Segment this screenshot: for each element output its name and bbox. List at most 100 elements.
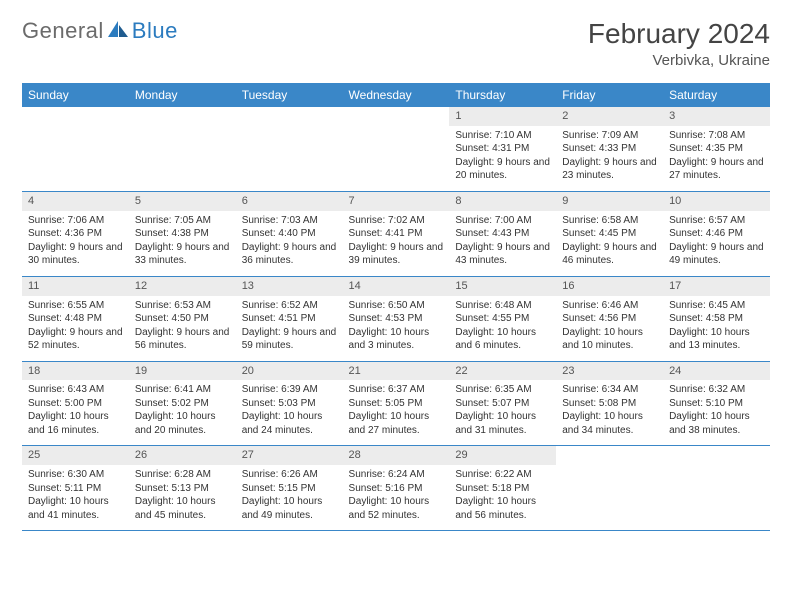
calendar-day-cell: 6Sunrise: 7:03 AMSunset: 4:40 PMDaylight…	[236, 191, 343, 276]
daylight-line: Daylight: 9 hours and 36 minutes.	[242, 241, 337, 268]
day-details: Sunrise: 6:37 AMSunset: 5:05 PMDaylight:…	[343, 380, 450, 445]
day-details: Sunrise: 6:35 AMSunset: 5:07 PMDaylight:…	[449, 380, 556, 445]
calendar-day-cell: 25Sunrise: 6:30 AMSunset: 5:11 PMDayligh…	[22, 446, 129, 531]
calendar-day-cell: 17Sunrise: 6:45 AMSunset: 4:58 PMDayligh…	[663, 276, 770, 361]
calendar-day-cell: 2Sunrise: 7:09 AMSunset: 4:33 PMDaylight…	[556, 107, 663, 191]
sunset-line: Sunset: 4:45 PM	[562, 227, 657, 241]
sunrise-line: Sunrise: 6:24 AM	[349, 468, 444, 482]
calendar-empty-cell	[663, 446, 770, 531]
sunset-line: Sunset: 5:15 PM	[242, 482, 337, 496]
sunrise-line: Sunrise: 6:22 AM	[455, 468, 550, 482]
calendar-day-cell: 14Sunrise: 6:50 AMSunset: 4:53 PMDayligh…	[343, 276, 450, 361]
calendar-empty-cell	[236, 107, 343, 191]
sunset-line: Sunset: 5:07 PM	[455, 397, 550, 411]
sunset-line: Sunset: 4:46 PM	[669, 227, 764, 241]
daylight-line: Daylight: 9 hours and 23 minutes.	[562, 156, 657, 183]
daylight-line: Daylight: 9 hours and 56 minutes.	[135, 326, 230, 353]
sunset-line: Sunset: 4:58 PM	[669, 312, 764, 326]
sunset-line: Sunset: 5:05 PM	[349, 397, 444, 411]
sunset-line: Sunset: 4:56 PM	[562, 312, 657, 326]
daylight-line: Daylight: 9 hours and 27 minutes.	[669, 156, 764, 183]
daylight-line: Daylight: 10 hours and 10 minutes.	[562, 326, 657, 353]
sunset-line: Sunset: 4:40 PM	[242, 227, 337, 241]
sunset-line: Sunset: 4:41 PM	[349, 227, 444, 241]
day-details: Sunrise: 6:30 AMSunset: 5:11 PMDaylight:…	[22, 465, 129, 530]
daylight-line: Daylight: 9 hours and 52 minutes.	[28, 326, 123, 353]
sunrise-line: Sunrise: 6:52 AM	[242, 299, 337, 313]
sunrise-line: Sunrise: 6:43 AM	[28, 383, 123, 397]
day-number: 4	[22, 192, 129, 211]
sunrise-line: Sunrise: 6:50 AM	[349, 299, 444, 313]
sunrise-line: Sunrise: 7:00 AM	[455, 214, 550, 228]
day-details: Sunrise: 6:45 AMSunset: 4:58 PMDaylight:…	[663, 296, 770, 361]
day-number: 2	[556, 107, 663, 126]
sunrise-line: Sunrise: 6:57 AM	[669, 214, 764, 228]
calendar-week-row: 4Sunrise: 7:06 AMSunset: 4:36 PMDaylight…	[22, 191, 770, 276]
sunset-line: Sunset: 5:03 PM	[242, 397, 337, 411]
day-number: 17	[663, 277, 770, 296]
calendar-day-cell: 12Sunrise: 6:53 AMSunset: 4:50 PMDayligh…	[129, 276, 236, 361]
weekday-header: Saturday	[663, 83, 770, 107]
sunrise-line: Sunrise: 6:41 AM	[135, 383, 230, 397]
day-number: 14	[343, 277, 450, 296]
day-number: 10	[663, 192, 770, 211]
page-header: General Blue February 2024 Verbivka, Ukr…	[22, 18, 770, 69]
sunrise-line: Sunrise: 6:30 AM	[28, 468, 123, 482]
brand-text-right: Blue	[132, 18, 178, 44]
daylight-line: Daylight: 10 hours and 27 minutes.	[349, 410, 444, 437]
day-details: Sunrise: 6:32 AMSunset: 5:10 PMDaylight:…	[663, 380, 770, 445]
day-number: 27	[236, 446, 343, 465]
calendar-body: 1Sunrise: 7:10 AMSunset: 4:31 PMDaylight…	[22, 107, 770, 531]
sunset-line: Sunset: 5:11 PM	[28, 482, 123, 496]
weekday-header-row: SundayMondayTuesdayWednesdayThursdayFrid…	[22, 83, 770, 107]
day-details: Sunrise: 7:09 AMSunset: 4:33 PMDaylight:…	[556, 126, 663, 191]
daylight-line: Daylight: 9 hours and 39 minutes.	[349, 241, 444, 268]
day-details: Sunrise: 7:06 AMSunset: 4:36 PMDaylight:…	[22, 211, 129, 276]
day-number: 1	[449, 107, 556, 126]
day-details: Sunrise: 7:08 AMSunset: 4:35 PMDaylight:…	[663, 126, 770, 191]
day-details: Sunrise: 6:22 AMSunset: 5:18 PMDaylight:…	[449, 465, 556, 530]
day-details: Sunrise: 6:41 AMSunset: 5:02 PMDaylight:…	[129, 380, 236, 445]
daylight-line: Daylight: 10 hours and 38 minutes.	[669, 410, 764, 437]
day-number: 24	[663, 362, 770, 381]
day-details: Sunrise: 6:34 AMSunset: 5:08 PMDaylight:…	[556, 380, 663, 445]
sunrise-line: Sunrise: 6:34 AM	[562, 383, 657, 397]
calendar-empty-cell	[556, 446, 663, 531]
day-number: 3	[663, 107, 770, 126]
sunset-line: Sunset: 5:10 PM	[669, 397, 764, 411]
day-number: 18	[22, 362, 129, 381]
calendar-day-cell: 4Sunrise: 7:06 AMSunset: 4:36 PMDaylight…	[22, 191, 129, 276]
sunset-line: Sunset: 5:02 PM	[135, 397, 230, 411]
daylight-line: Daylight: 10 hours and 24 minutes.	[242, 410, 337, 437]
weekday-header: Wednesday	[343, 83, 450, 107]
weekday-header: Monday	[129, 83, 236, 107]
day-details: Sunrise: 6:43 AMSunset: 5:00 PMDaylight:…	[22, 380, 129, 445]
sunrise-line: Sunrise: 6:45 AM	[669, 299, 764, 313]
day-details: Sunrise: 7:02 AMSunset: 4:41 PMDaylight:…	[343, 211, 450, 276]
daylight-line: Daylight: 9 hours and 30 minutes.	[28, 241, 123, 268]
calendar-day-cell: 23Sunrise: 6:34 AMSunset: 5:08 PMDayligh…	[556, 361, 663, 446]
day-number: 28	[343, 446, 450, 465]
sunset-line: Sunset: 4:55 PM	[455, 312, 550, 326]
sunrise-line: Sunrise: 6:55 AM	[28, 299, 123, 313]
sunset-line: Sunset: 4:53 PM	[349, 312, 444, 326]
day-details: Sunrise: 6:24 AMSunset: 5:16 PMDaylight:…	[343, 465, 450, 530]
sunrise-line: Sunrise: 6:58 AM	[562, 214, 657, 228]
day-number: 11	[22, 277, 129, 296]
sunset-line: Sunset: 4:43 PM	[455, 227, 550, 241]
day-number: 15	[449, 277, 556, 296]
day-details: Sunrise: 6:58 AMSunset: 4:45 PMDaylight:…	[556, 211, 663, 276]
day-number: 21	[343, 362, 450, 381]
day-number: 29	[449, 446, 556, 465]
calendar-day-cell: 13Sunrise: 6:52 AMSunset: 4:51 PMDayligh…	[236, 276, 343, 361]
calendar-week-row: 11Sunrise: 6:55 AMSunset: 4:48 PMDayligh…	[22, 276, 770, 361]
sunrise-line: Sunrise: 7:03 AM	[242, 214, 337, 228]
day-number: 6	[236, 192, 343, 211]
daylight-line: Daylight: 9 hours and 20 minutes.	[455, 156, 550, 183]
day-details: Sunrise: 7:00 AMSunset: 4:43 PMDaylight:…	[449, 211, 556, 276]
daylight-line: Daylight: 9 hours and 43 minutes.	[455, 241, 550, 268]
calendar-week-row: 1Sunrise: 7:10 AMSunset: 4:31 PMDaylight…	[22, 107, 770, 191]
daylight-line: Daylight: 10 hours and 52 minutes.	[349, 495, 444, 522]
day-details: Sunrise: 7:03 AMSunset: 4:40 PMDaylight:…	[236, 211, 343, 276]
sunset-line: Sunset: 4:38 PM	[135, 227, 230, 241]
